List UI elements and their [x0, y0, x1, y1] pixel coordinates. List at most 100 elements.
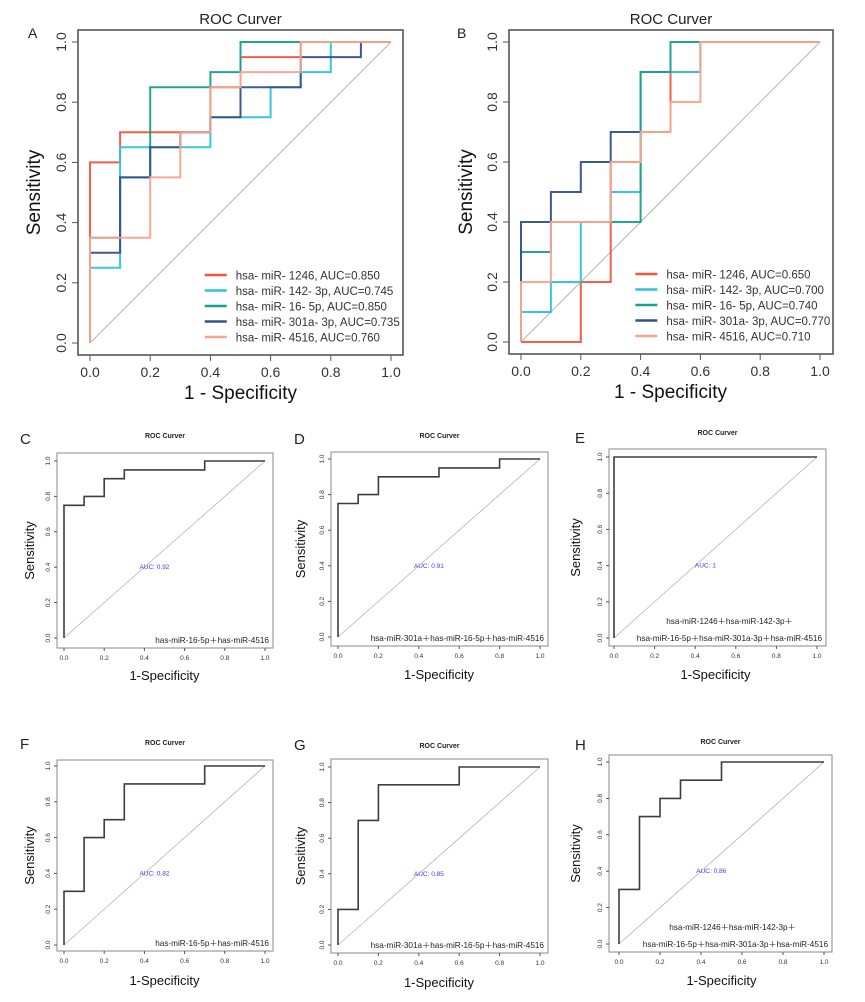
plot-frame [56, 759, 274, 952]
y-axis-label: Sensitivity [456, 149, 477, 235]
plot-frame [330, 758, 549, 954]
x-tick-label: 1.0 [812, 653, 821, 660]
y-tick-label: 0.0 [45, 940, 52, 949]
y-tick-label: 1.0 [597, 452, 604, 461]
x-tick-label: 0.2 [374, 653, 383, 660]
legend-label: hsa- miR- 16- 5p, AUC=0.740 [666, 301, 817, 313]
chart-panel-f: F ROC Curver 0.0 0.2 0.4 0.6 0.8 1.0 0.0 0.2 0.4 0.… [20, 736, 274, 988]
x-tick-label: 0.0 [609, 653, 618, 660]
auc-annotation: AUC: 0.92 [139, 564, 169, 571]
panel-letter: G [294, 737, 306, 754]
x-tick-label: 0.4 [140, 655, 149, 662]
chart-title: ROC Curver [419, 743, 459, 750]
y-tick-label: 0.2 [45, 598, 52, 607]
panel-letter: E [575, 430, 585, 447]
x-axis-label: 1-Specificity [404, 667, 475, 682]
x-axis-label: 1-Specificity [129, 668, 200, 683]
x-tick-label: 0.4 [414, 653, 423, 660]
x-tick-label: 0.2 [100, 655, 109, 662]
plot-frame [608, 448, 827, 647]
y-tick-label: 0.6 [319, 525, 326, 534]
legend-label: hsa- miR- 1246, AUC=0.650 [666, 270, 810, 282]
roc-curve-combined [337, 766, 540, 945]
y-tick-label: 0.0 [597, 633, 604, 642]
auc-annotation: AUC: 0.85 [414, 871, 444, 878]
roc-curve-hsa-miR-16-5p [520, 41, 820, 342]
y-tick-label: 0.0 [53, 333, 69, 353]
legend-label: hsa- miR- 4516, AUC=0.710 [666, 332, 810, 344]
x-tick-label: 0.0 [614, 959, 623, 966]
x-tick-label: 1.0 [535, 653, 544, 660]
combination-label: hsa-miR-1246＋hsa-miR-142-3p＋ [666, 617, 793, 626]
combination-label: has-miR-16-5p＋has-miR-4516 [155, 636, 269, 645]
roc-curve-hsa-miR-301a-3p [520, 131, 641, 282]
x-tick-label: 0.2 [140, 364, 160, 380]
y-tick-label: 0.8 [597, 488, 604, 497]
y-tick-label: 0.8 [597, 794, 604, 803]
y-tick-label: 0.2 [319, 597, 326, 606]
diagonal-reference-line [89, 41, 392, 344]
x-tick-label: 0.8 [220, 958, 229, 965]
roc-curve-combined [337, 458, 540, 637]
chart-title: ROC Curver [630, 11, 713, 28]
roc-curve-combined [63, 460, 265, 638]
panel-letter: D [294, 431, 305, 448]
chart-panel-e: E ROC Curver 0.0 0.2 0.4 0.6 0.8 1.0 0.0 0.2 0.4 0.… [568, 430, 827, 682]
y-tick-label: 0.2 [484, 272, 500, 292]
y-tick-label: 0.8 [45, 797, 52, 806]
y-tick-label: 0.0 [45, 633, 52, 642]
y-tick-label: 0.6 [597, 525, 604, 534]
x-tick-label: 0.6 [731, 653, 740, 660]
chart-panel-b: B ROC Curver 0.0 0.2 0.4 0.6 0.8 1.0 0.0 0.2 0.4 0.… [456, 11, 834, 403]
y-tick-label: 0.0 [319, 940, 326, 949]
diagonal-reference-line [337, 458, 541, 638]
x-axis-label: 1-Specificity [680, 667, 751, 682]
roc-curve-hsa-miR-142-3p [89, 41, 391, 343]
y-tick-label: 0.0 [597, 939, 604, 948]
auc-annotation: AUC: 0.91 [414, 563, 444, 570]
x-tick-label: 0.8 [220, 655, 229, 662]
y-tick-label: 0.6 [53, 152, 69, 172]
x-tick-label: 0.6 [455, 960, 464, 967]
combination-label: hsa-miR-16-5p＋hsa-miR-301a-3p＋hsa-miR-45… [637, 634, 823, 643]
diagonal-reference-line [63, 765, 266, 946]
legend-label: hsa- miR- 1246, AUC=0.850 [236, 271, 380, 283]
y-tick-label: 1.0 [319, 454, 326, 463]
y-tick-label: 0.4 [53, 213, 69, 233]
chart-title: ROC Curver [199, 11, 282, 28]
y-tick-label: 0.4 [597, 866, 604, 875]
y-tick-label: 1.0 [484, 32, 500, 52]
panel-letter: F [20, 736, 29, 753]
roc-curve-hsa-miR-4516 [89, 41, 391, 343]
legend-label: hsa- miR- 142- 3p, AUC=0.745 [236, 286, 394, 298]
x-axis-label: 1-Specificity [129, 973, 200, 988]
x-tick-label: 0.0 [333, 653, 342, 660]
y-tick-label: 0.4 [319, 561, 326, 570]
x-tick-label: 0.4 [201, 364, 221, 380]
panel-letter: B [457, 25, 466, 41]
x-tick-label: 0.4 [140, 958, 149, 965]
y-tick-label: 0.4 [597, 561, 604, 570]
x-tick-label: 0.2 [100, 958, 109, 965]
plot-frame [508, 29, 834, 355]
chart-title: ROC Curver [145, 740, 185, 747]
y-tick-label: 0.8 [45, 492, 52, 501]
y-tick-label: 0.4 [45, 562, 52, 571]
y-tick-label: 1.0 [597, 757, 604, 766]
y-tick-label: 0.4 [484, 212, 500, 232]
plot-frame [330, 451, 549, 647]
diagonal-reference-line [63, 460, 266, 639]
x-tick-label: 0.6 [180, 655, 189, 662]
legend-label: hsa- miR- 4516, AUC=0.760 [236, 333, 380, 345]
chart-panel-a: A ROC Curver 0.0 0.2 0.4 0.6 0.8 1.0 0.0 0.2 0.4 0.… [24, 11, 404, 404]
plot-frame [77, 29, 404, 356]
y-tick-label: 0.2 [597, 597, 604, 606]
y-tick-label: 0.8 [53, 92, 69, 112]
y-tick-label: 0.6 [597, 830, 604, 839]
chart-panel-d: D ROC Curver 0.0 0.2 0.4 0.6 0.8 1.0 0.0 0.2 0.4 0.… [293, 431, 549, 682]
chart-panel-h: H ROC Curver 0.0 0.2 0.4 0.6 0.8 1.0 0.0 0.2 0.4 0.… [568, 737, 833, 988]
y-axis-label: Sensitivity [293, 826, 308, 885]
y-tick-label: 0.0 [319, 632, 326, 641]
y-tick-label: 1.0 [45, 761, 52, 770]
